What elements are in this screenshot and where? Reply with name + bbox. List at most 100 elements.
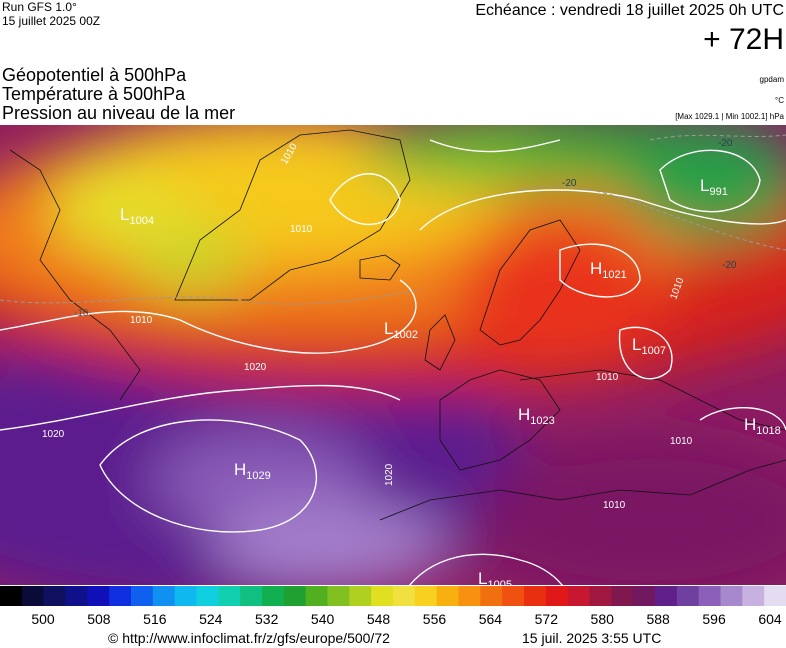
center-type: L xyxy=(120,205,129,224)
color-swatch xyxy=(196,586,219,606)
run-date: 15 juillet 2025 00Z xyxy=(2,14,100,28)
valid-time: Echéance : vendredi 18 juillet 2025 0h U… xyxy=(475,2,784,19)
isobar-label: 1010 xyxy=(290,224,313,235)
layer-title: Géopotentiel à 500hPa xyxy=(2,65,187,85)
pressure-center: L1007 xyxy=(632,335,666,357)
pressure-center: L1005 xyxy=(478,569,512,591)
isobar-label: 1020 xyxy=(384,463,395,486)
color-swatch xyxy=(524,586,547,606)
color-swatch xyxy=(742,586,765,606)
colorbar-label: 524 xyxy=(199,611,223,627)
unit-label: gpdam xyxy=(760,75,785,84)
colorbar-label: 548 xyxy=(367,611,391,627)
color-swatch xyxy=(218,586,241,606)
color-swatch xyxy=(43,586,66,606)
center-value: 1018 xyxy=(756,425,780,437)
isobar-label: 1010 xyxy=(603,500,626,511)
colorbar-label: 604 xyxy=(758,611,782,627)
center-value: 1021 xyxy=(602,269,626,281)
color-swatch xyxy=(545,586,569,606)
color-swatch xyxy=(174,586,197,606)
color-swatch xyxy=(283,586,307,606)
isobar-label: 1010 xyxy=(670,436,693,447)
colorbar-label: 580 xyxy=(591,611,615,627)
color-swatch xyxy=(240,586,263,606)
color-swatch xyxy=(0,586,23,606)
center-type: L xyxy=(632,335,641,354)
color-swatch xyxy=(655,586,678,606)
map: 1010 1010 1010 1020 1020 1020 1010 1010 … xyxy=(0,125,786,591)
colorbar-label: 500 xyxy=(31,611,55,627)
colorbar-labels: 500 508 516 524 532 540 548 556 564 572 580 588 596 6… xyxy=(31,611,782,627)
pressure-center: L991 xyxy=(700,176,728,198)
color-swatch xyxy=(305,586,328,606)
pressure-center: H1023 xyxy=(518,405,555,427)
colorbar-label: 556 xyxy=(423,611,447,627)
center-value: 1002 xyxy=(393,329,417,341)
isotherm-label: -10 xyxy=(74,308,89,319)
center-type: L xyxy=(700,176,709,195)
isobar-label: 1010 xyxy=(596,372,619,383)
pressure-range: [Max 1029.1 | Min 1002.1] hPa xyxy=(675,112,784,121)
color-swatch xyxy=(87,586,110,606)
color-swatch xyxy=(567,586,590,606)
isobar-label: 1020 xyxy=(42,429,65,440)
colorbar-label: 540 xyxy=(311,611,335,627)
color-swatch xyxy=(611,586,634,606)
color-swatch xyxy=(589,586,612,606)
isobars xyxy=(0,139,786,585)
pressure-center: H1021 xyxy=(590,259,627,281)
colorbar-label: 572 xyxy=(535,611,559,627)
color-swatch xyxy=(65,586,88,606)
color-swatch xyxy=(698,586,721,606)
colorbar-label: 596 xyxy=(702,611,726,627)
colorbar-label: 588 xyxy=(646,611,670,627)
color-swatch xyxy=(152,586,176,606)
color-swatch xyxy=(414,586,438,606)
center-type: L xyxy=(478,569,487,588)
color-swatch xyxy=(720,586,743,606)
center-value: 1005 xyxy=(487,579,511,591)
color-swatch xyxy=(371,586,394,606)
generated-time: 15 juil. 2025 3:55 UTC xyxy=(522,630,661,646)
color-swatch xyxy=(480,586,503,606)
source-url: © http://www.infoclimat.fr/z/gfs/europe/… xyxy=(108,630,390,646)
color-swatch xyxy=(131,586,154,606)
color-swatch xyxy=(262,586,285,606)
color-swatch xyxy=(393,586,416,606)
center-type: H xyxy=(590,259,602,278)
run-label: Run GFS 1.0° xyxy=(2,0,77,14)
center-type: L xyxy=(384,319,393,338)
lead-time: + 72H xyxy=(703,23,784,56)
center-value: 1004 xyxy=(129,215,153,227)
pressure-center: H1018 xyxy=(744,415,781,437)
pressure-center: L1004 xyxy=(120,205,154,227)
center-type: H xyxy=(744,415,756,434)
colorbar-label: 516 xyxy=(143,611,167,627)
pressure-center: H1029 xyxy=(234,460,271,482)
colorbar-label: 508 xyxy=(87,611,111,627)
unit-label: °C xyxy=(775,96,784,105)
color-swatch xyxy=(458,586,481,606)
color-swatch xyxy=(21,586,45,606)
layer-title: Pression au niveau de la mer xyxy=(2,103,235,123)
color-swatch xyxy=(633,586,656,606)
isotherm-label: -20 xyxy=(718,138,733,149)
isobar-label: 1020 xyxy=(244,362,267,373)
isobar-label: 1010 xyxy=(130,315,153,326)
color-swatch xyxy=(349,586,372,606)
center-type: H xyxy=(518,405,530,424)
coastlines xyxy=(9,129,786,521)
color-swatch xyxy=(764,586,786,606)
isotherm-label: -20 xyxy=(722,260,737,271)
colorbar-label: 564 xyxy=(479,611,503,627)
center-value: 991 xyxy=(709,186,727,198)
center-value: 1007 xyxy=(641,345,665,357)
colorbar-label: 532 xyxy=(255,611,279,627)
center-value: 1029 xyxy=(246,470,270,482)
colorbar xyxy=(0,586,786,606)
color-swatch xyxy=(502,586,525,606)
